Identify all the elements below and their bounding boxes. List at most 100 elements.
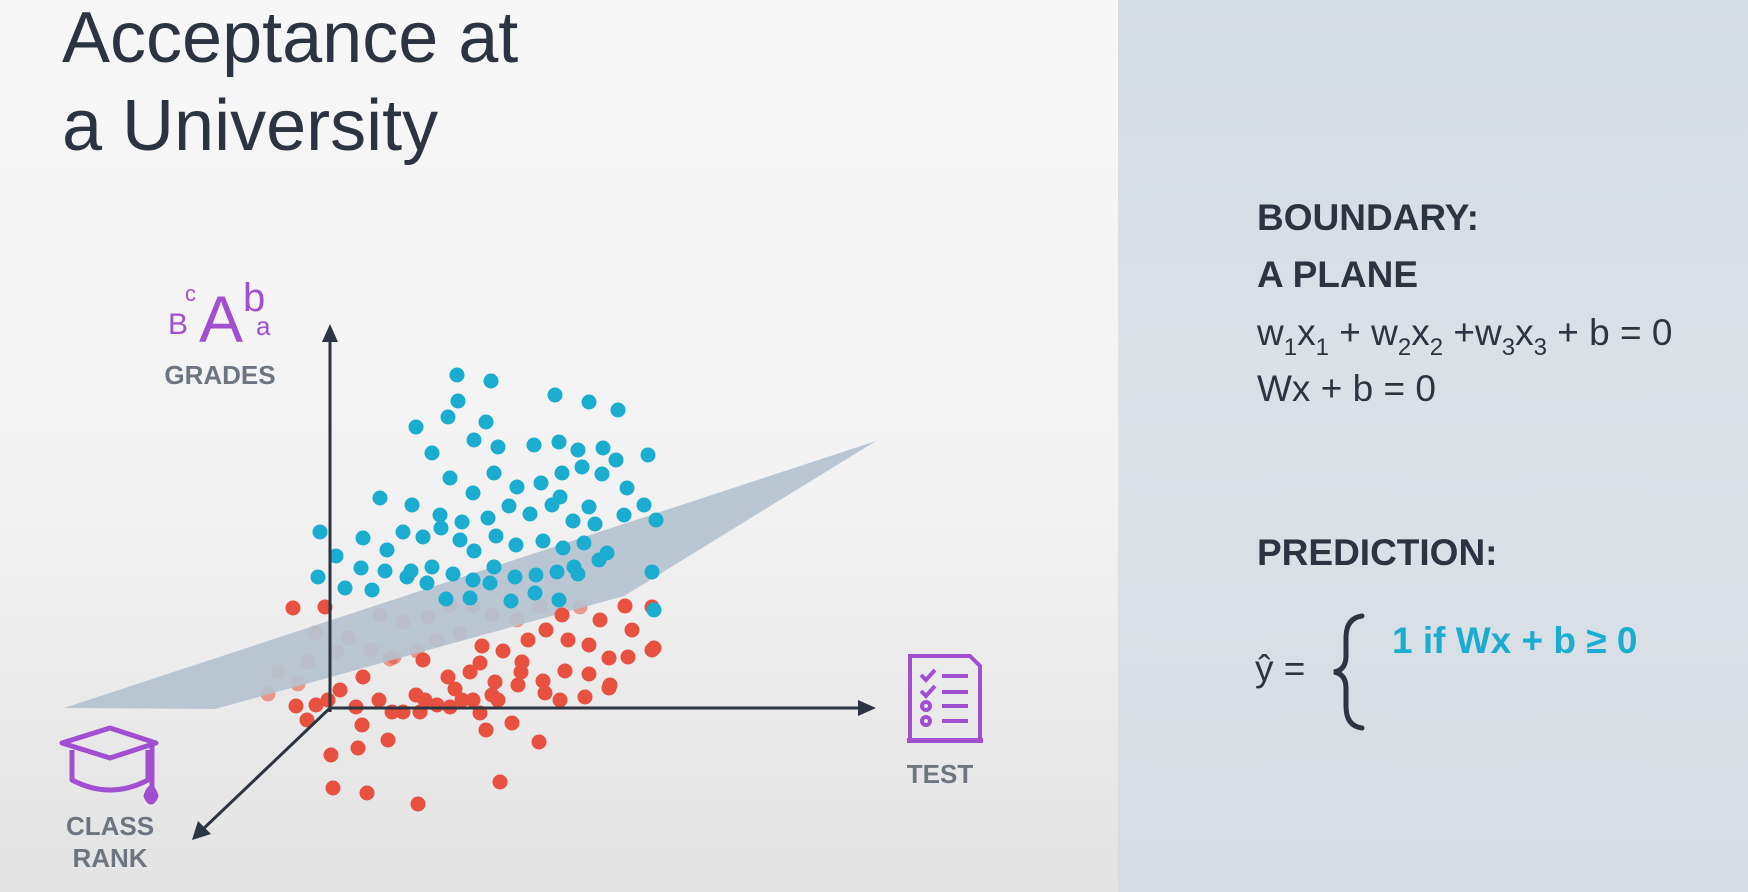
rejected-dot	[429, 697, 445, 713]
rejected-dot	[581, 637, 597, 653]
accepted-dot	[449, 367, 465, 383]
rejected-dot	[560, 632, 576, 648]
rejected-dot	[350, 740, 366, 756]
term-1-x-sub: 1	[1315, 334, 1329, 361]
accepted-dot	[379, 542, 395, 558]
accepted-dot	[465, 572, 481, 588]
accepted-dot	[595, 440, 611, 456]
accepted-dot	[433, 520, 449, 536]
prediction-case-1: 1 if Wx + b ≥ 0	[1392, 620, 1638, 661]
rejected-dot	[520, 632, 536, 648]
accepted-dot	[488, 528, 504, 544]
accepted-dot	[424, 445, 440, 461]
rejected-dot	[355, 669, 371, 685]
scatter-3d-diagram: B c A b a	[59, 276, 983, 840]
rejected-dot	[602, 677, 618, 693]
accepted-dot	[483, 373, 499, 389]
grades-letter-B: B	[168, 308, 188, 341]
rejected-dot	[323, 747, 339, 763]
accepted-dot	[551, 592, 567, 608]
rejected-dot	[492, 774, 508, 790]
accepted-dot	[522, 506, 538, 522]
term-2-sep: +	[1443, 312, 1475, 353]
term-2-w-sub: 2	[1397, 334, 1412, 361]
term-3-x: x	[1515, 312, 1534, 353]
accepted-dot	[399, 569, 415, 585]
rejected-dot	[510, 677, 526, 693]
accepted-dot	[509, 479, 525, 495]
rejected-dot	[285, 600, 301, 616]
term-3-w-sub: 3	[1501, 334, 1516, 361]
accepted-dot	[490, 439, 506, 455]
rejected-dot	[620, 649, 636, 665]
rejected-dot	[332, 682, 348, 698]
accepted-dot	[555, 540, 571, 556]
term-1-x: x	[1297, 312, 1316, 353]
rejected-dot	[354, 717, 370, 733]
accepted-dot	[503, 593, 519, 609]
accepted-dot	[377, 563, 393, 579]
prediction-heading: PREDICTION:	[1257, 532, 1498, 573]
rejected-dot	[513, 664, 529, 680]
rejected-dot	[371, 692, 387, 708]
accepted-dot	[608, 452, 624, 468]
accepted-dot	[646, 602, 662, 618]
accepted-dot	[404, 497, 420, 513]
rejected-dot	[644, 642, 660, 658]
term-1-w: w	[1257, 312, 1284, 353]
rejected-dot	[465, 692, 481, 708]
accepted-dot	[576, 535, 592, 551]
accepted-dot	[466, 543, 482, 559]
vertical-axis-arrow	[322, 324, 338, 342]
accepted-dot	[312, 524, 328, 540]
accepted-dot	[549, 564, 565, 580]
rejected-dot	[581, 666, 597, 682]
accepted-dot	[554, 465, 570, 481]
accepted-dot	[587, 516, 603, 532]
rejected-dot	[554, 607, 570, 623]
accepted-dot	[364, 582, 380, 598]
grades-letter-A: A	[199, 282, 243, 356]
accepted-dot	[424, 559, 440, 575]
diagonal-axis-arrow	[192, 821, 211, 840]
accepted-dot	[466, 432, 482, 448]
rejected-dot	[380, 732, 396, 748]
rejected-dot	[288, 698, 304, 714]
accepted-dot	[533, 475, 549, 491]
accepted-dot	[552, 489, 568, 505]
rejected-dot	[617, 598, 633, 614]
accepted-dot	[648, 512, 664, 528]
term-3-sep: + b = 0	[1546, 312, 1673, 353]
accepted-dot	[337, 580, 353, 596]
accepted-dot	[482, 575, 498, 591]
accepted-dot	[445, 566, 461, 582]
term-2-x: x	[1411, 312, 1430, 353]
rejected-dot	[454, 692, 470, 708]
page-title: Acceptance at a University	[62, 0, 519, 166]
axes	[192, 324, 876, 840]
rejected-dot	[601, 650, 617, 666]
rejected-dot	[320, 692, 336, 708]
rejected-dot	[408, 687, 424, 703]
test-sheet-icon	[907, 654, 983, 743]
rejected-dot	[410, 796, 426, 812]
accepted-dot	[501, 498, 517, 514]
accepted-dot	[507, 569, 523, 585]
horizontal-axis-arrow	[858, 700, 876, 716]
rejected-dot	[495, 643, 511, 659]
accepted-dot	[454, 514, 470, 530]
accepted-dot	[419, 575, 435, 591]
rejected-dot	[359, 785, 375, 801]
boundary-heading-line1: BOUNDARY:	[1257, 197, 1479, 238]
accepted-dot	[619, 480, 635, 496]
accepted-dot	[465, 485, 481, 501]
rejected-dot	[557, 663, 573, 679]
accepted-dot	[636, 497, 652, 513]
accepted-dot	[478, 414, 494, 430]
term-1-sep: +	[1328, 312, 1372, 353]
rejected-dot	[462, 664, 478, 680]
rejected-dot	[308, 697, 324, 713]
accepted-dot	[526, 437, 542, 453]
rejected-dot	[325, 780, 341, 796]
accepted-dot	[508, 537, 524, 553]
